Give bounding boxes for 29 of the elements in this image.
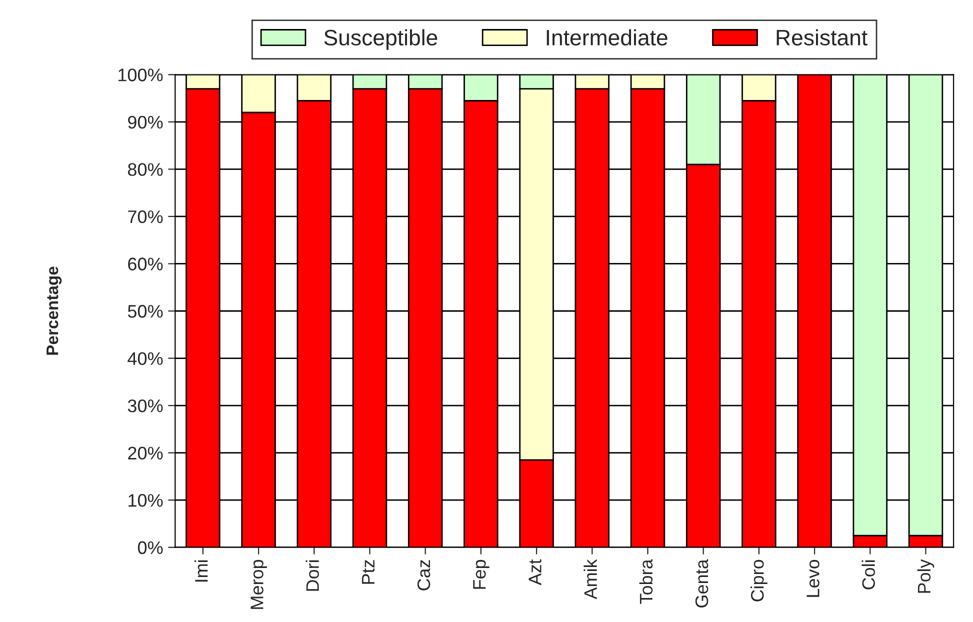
x-tick-label: Tobra [639,559,653,604]
y-tick-label: 100% [118,68,163,82]
x-tick-label: Imi [194,560,208,582]
x-tick-label: Merop [250,560,267,609]
x-tick-label: Azt [528,559,542,586]
x-tick-label: Fep [473,560,490,589]
y-tick-label: 10% [128,494,163,507]
y-tick-label: 50% [128,304,163,318]
y-axis-title: Percentage [46,266,62,355]
y-tick-label: 80% [128,163,163,176]
x-tick-label: Ptz [362,560,375,584]
y-tick-label: 20% [128,446,163,460]
x-tick-label: Cipro [750,560,768,602]
x-tick-label: Poly [917,559,934,593]
x-tick-label: Dori [306,560,319,591]
x-tick-label: Levo [806,560,820,597]
y-tick-label: 70% [128,210,163,224]
y-tick-label: 30% [128,399,163,412]
legend-label: Susceptible [324,29,438,50]
y-tick-label: 60% [128,258,163,270]
legend-label: Intermediate [546,29,668,46]
x-tick-label: Coli [862,560,875,590]
x-tick-label: Amik [584,559,597,600]
legend-label: Resistant [776,29,868,46]
y-tick-label: 90% [128,116,163,129]
x-tick-label: Genta [695,559,708,608]
x-tick-label: Caz [417,560,430,590]
y-tick-label: 40% [128,352,163,365]
y-tick-label: 0% [138,541,163,554]
